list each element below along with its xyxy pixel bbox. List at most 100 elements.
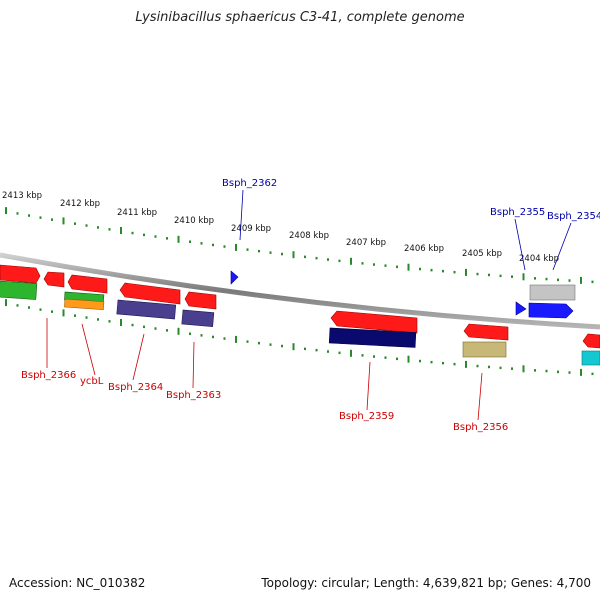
major-tick (235, 335, 237, 343)
gene-arrow[interactable] (463, 323, 509, 341)
minor-tick (384, 356, 387, 359)
gene-box[interactable] (0, 280, 38, 300)
minor-tick (557, 370, 559, 374)
major-tick (62, 309, 65, 317)
minor-tick (39, 308, 42, 311)
minor-tick (28, 214, 30, 217)
minor-tick (200, 242, 203, 245)
minor-tick (304, 255, 306, 259)
minor-tick (51, 310, 53, 313)
gene-arrow[interactable] (330, 310, 418, 334)
major-tick (522, 365, 525, 373)
minor-tick (327, 350, 329, 353)
major-tick (407, 355, 410, 363)
minor-tick (74, 222, 76, 225)
gene-box[interactable] (181, 309, 215, 327)
gene-box[interactable] (116, 299, 177, 320)
major-tick (5, 299, 7, 307)
gene-label[interactable]: Bsph_2359 (339, 411, 394, 422)
minor-tick (166, 237, 168, 240)
minor-tick (189, 240, 191, 243)
minor-tick (281, 252, 283, 256)
minor-tick (384, 264, 387, 267)
major-tick (522, 273, 525, 281)
scale-label: 2411 kbp (117, 208, 157, 218)
minor-tick (223, 245, 226, 248)
minor-tick (453, 270, 456, 274)
scale-ticks-top (5, 207, 594, 284)
minor-tick (212, 243, 214, 247)
leaders-top (239, 189, 572, 271)
map-title: Lysinibacillus sphaericus C3-41, complet… (135, 10, 465, 25)
gene-arrow[interactable] (184, 291, 217, 310)
minor-tick (499, 366, 502, 370)
scale-label: 2412 kbp (60, 199, 100, 209)
gene-box[interactable] (581, 350, 600, 366)
scale-label: 2404 kbp (519, 254, 559, 264)
minor-tick (338, 351, 341, 355)
gene-arrow[interactable] (43, 271, 65, 288)
minor-tick (85, 316, 88, 319)
minor-tick (430, 360, 433, 364)
minor-tick (361, 262, 364, 265)
minor-tick (476, 364, 479, 368)
minor-tick (269, 251, 272, 254)
gene-label[interactable]: Bsph_2354 (547, 211, 600, 222)
scale-label: 2407 kbp (346, 238, 386, 248)
minor-tick (545, 277, 548, 281)
leaders-bottom (46, 318, 483, 421)
minor-tick (143, 325, 145, 329)
minor-tick (28, 306, 30, 309)
minor-tick (269, 343, 272, 346)
major-tick (350, 257, 352, 265)
minor-tick (315, 348, 318, 352)
scale-label: 2406 kbp (404, 244, 444, 254)
minor-tick (16, 212, 19, 215)
gene-arrow[interactable] (515, 301, 527, 316)
gene-box[interactable] (328, 327, 417, 348)
major-tick (292, 251, 295, 259)
minor-tick (361, 354, 364, 357)
gene-arrow[interactable] (119, 282, 181, 305)
accession-text: Accession: NC_010382 (9, 576, 146, 590)
scale-label: 2408 kbp (289, 231, 329, 241)
major-tick (62, 217, 65, 225)
major-tick (465, 268, 467, 276)
gene-label[interactable]: Bsph_2362 (222, 178, 277, 189)
minor-tick (246, 248, 249, 251)
gene-arrow[interactable] (230, 270, 239, 285)
minor-tick (568, 371, 571, 374)
minor-tick (200, 334, 203, 337)
major-tick (292, 343, 295, 351)
gene-label[interactable]: Bsph_2355 (490, 207, 545, 218)
minor-tick (223, 337, 226, 340)
minor-tick (419, 359, 421, 363)
minor-tick (212, 335, 214, 339)
minor-tick (373, 263, 375, 266)
minor-tick (97, 226, 99, 229)
gene-label[interactable]: ycbL (80, 376, 104, 387)
gene-arrow[interactable] (0, 264, 41, 284)
gene-arrow[interactable] (582, 333, 600, 349)
minor-tick (304, 347, 306, 351)
minor-tick (499, 274, 502, 278)
genome-backbone (0, 252, 600, 330)
minor-tick (281, 344, 283, 348)
gene-label[interactable]: Bsph_2356 (453, 422, 508, 433)
gene-box[interactable] (64, 298, 105, 311)
minor-tick (143, 233, 145, 237)
minor-tick (534, 277, 536, 280)
gene-label[interactable]: Bsph_2363 (166, 390, 221, 401)
minor-tick (338, 259, 341, 263)
minor-tick (442, 269, 444, 273)
gene-label[interactable]: Bsph_2366 (21, 370, 76, 381)
gene-label[interactable]: Bsph_2364 (108, 382, 163, 393)
minor-tick (396, 265, 398, 269)
genome-summary: Topology: circular; Length: 4,639,821 bp… (261, 576, 591, 590)
gene-arrow[interactable] (528, 302, 574, 319)
gene-arrow[interactable] (67, 274, 108, 294)
gene-box[interactable] (529, 284, 576, 301)
major-tick (120, 319, 122, 326)
gene-box[interactable] (462, 341, 507, 358)
minor-tick (189, 332, 191, 335)
